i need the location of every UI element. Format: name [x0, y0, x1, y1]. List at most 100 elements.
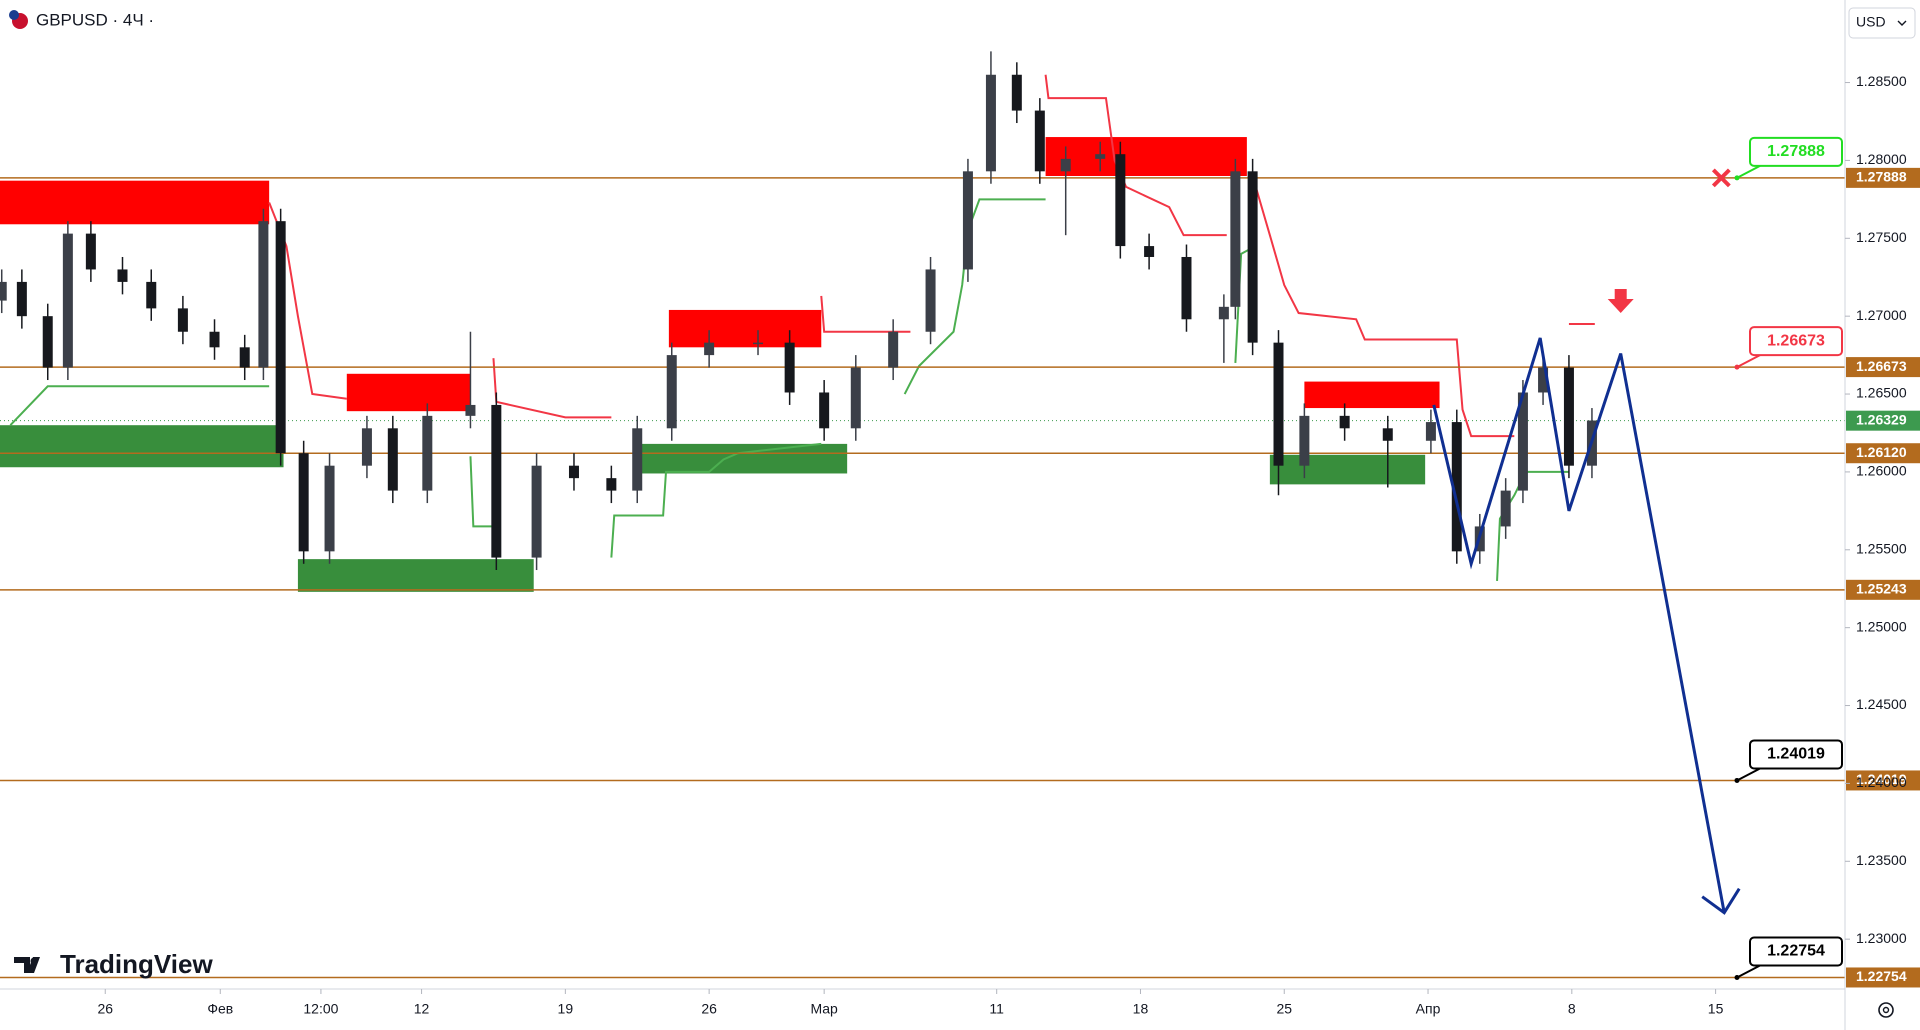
candle-body	[1095, 154, 1106, 159]
candle-body	[704, 342, 715, 356]
callout-label: 1.24019	[1767, 746, 1825, 763]
callout-anchor	[1734, 175, 1740, 181]
candle-body	[1181, 256, 1192, 320]
candle-body	[1011, 74, 1022, 111]
x-tick-label: 26	[701, 1001, 717, 1017]
y-tick-label: 1.28000	[1856, 151, 1907, 167]
dropdown-caret[interactable]	[1897, 20, 1907, 26]
y-tick-label: 1.24500	[1856, 696, 1907, 712]
candle-body	[1382, 428, 1393, 441]
candle-body	[1034, 110, 1045, 172]
x-tick-label: 12	[414, 1001, 430, 1017]
y-tick-label: 1.26000	[1856, 463, 1907, 479]
candle-body	[1273, 342, 1284, 466]
candle-body	[925, 269, 936, 332]
x-tick-label: 18	[1133, 1001, 1149, 1017]
candle-body	[1144, 246, 1155, 257]
price-badge-label: 1.26673	[1856, 358, 1907, 374]
callout-pointer	[1736, 964, 1761, 979]
projection-path	[1432, 337, 1726, 913]
callout-pointer	[1736, 354, 1761, 368]
trail-line	[903, 198, 1046, 395]
candle-body	[62, 233, 73, 368]
symbol-header: GBPUSD · 4Ч ·	[9, 10, 154, 29]
y-tick-label: 1.25500	[1856, 540, 1907, 556]
candle-body	[146, 281, 157, 309]
price-badge	[1846, 579, 1920, 600]
candle-body	[888, 331, 899, 368]
candle-body	[1299, 415, 1310, 466]
x-tick-label: 19	[558, 1001, 574, 1017]
trail-line	[9, 385, 270, 426]
candle-body	[784, 342, 795, 393]
candle-body	[1563, 367, 1574, 466]
zone	[1269, 454, 1426, 485]
logo-text: TradingView	[60, 949, 213, 979]
callout-anchor	[1734, 777, 1740, 783]
price-badge-label: 1.27888	[1856, 169, 1907, 185]
callout-label: 1.26673	[1767, 332, 1825, 349]
current-price-badge	[1846, 410, 1920, 431]
candle-body	[387, 428, 398, 491]
settings-icon[interactable]	[1882, 1006, 1890, 1014]
candle-body	[1500, 490, 1511, 527]
trail-line	[610, 442, 822, 558]
currency-button[interactable]	[1848, 7, 1916, 39]
y-tick-label: 1.23500	[1856, 852, 1907, 868]
x-tick-label: 11	[989, 1001, 1004, 1017]
candle-body	[16, 281, 27, 317]
callout-pointer	[1736, 164, 1761, 179]
price-badge-label: 1.26120	[1856, 444, 1907, 460]
y-tick-label: 1.24000	[1856, 774, 1907, 790]
x-tick-label: Апр	[1416, 1001, 1441, 1017]
currency-label[interactable]: USD	[1856, 14, 1886, 30]
candle-body	[1339, 415, 1350, 429]
candle-body	[298, 453, 309, 552]
callout-anchor	[1734, 974, 1740, 980]
candle-body	[1060, 158, 1071, 172]
settings-button[interactable]	[1878, 1002, 1894, 1018]
candle-body	[1247, 171, 1258, 343]
candle-body	[606, 478, 617, 491]
candle-body	[753, 342, 764, 345]
candle-body	[985, 74, 996, 172]
zone	[1045, 137, 1247, 176]
arrow-marker	[1607, 289, 1634, 314]
zone	[668, 309, 822, 348]
zone	[640, 443, 848, 474]
zone	[0, 425, 284, 468]
x-tick-label: 15	[1708, 1001, 1724, 1017]
x-tick-label: 26	[97, 1001, 113, 1017]
flag-icon	[9, 10, 19, 20]
price-badge	[1846, 770, 1920, 791]
trail-line	[1251, 175, 1515, 438]
trail-line	[1496, 470, 1569, 581]
y-tick-label: 1.25000	[1856, 618, 1907, 634]
trail-line	[492, 358, 612, 419]
price-badge	[1846, 167, 1920, 188]
zone	[0, 180, 270, 225]
candle-body	[0, 281, 7, 301]
candle-body	[568, 465, 579, 479]
settings-icon[interactable]	[1878, 1002, 1894, 1018]
candle-body	[465, 404, 476, 416]
price-badge	[1846, 357, 1920, 378]
candle-body	[1230, 171, 1241, 307]
y-tick-label: 1.27500	[1856, 229, 1907, 245]
candle-body	[1425, 422, 1436, 441]
candle-body	[632, 428, 643, 491]
y-tick-label: 1.23000	[1856, 930, 1907, 946]
zone	[346, 373, 471, 412]
currency-dropdown[interactable]: USD	[1848, 7, 1916, 39]
trail-line	[820, 295, 911, 333]
candle-body	[361, 428, 372, 466]
candle-body	[666, 355, 677, 429]
candle-body	[1451, 422, 1462, 552]
y-tick-label: 1.26500	[1856, 385, 1907, 401]
callout-box	[1749, 936, 1843, 967]
y-tick-label: 1.27000	[1856, 307, 1907, 323]
candle-body	[491, 404, 502, 558]
price-badge	[1846, 967, 1920, 988]
